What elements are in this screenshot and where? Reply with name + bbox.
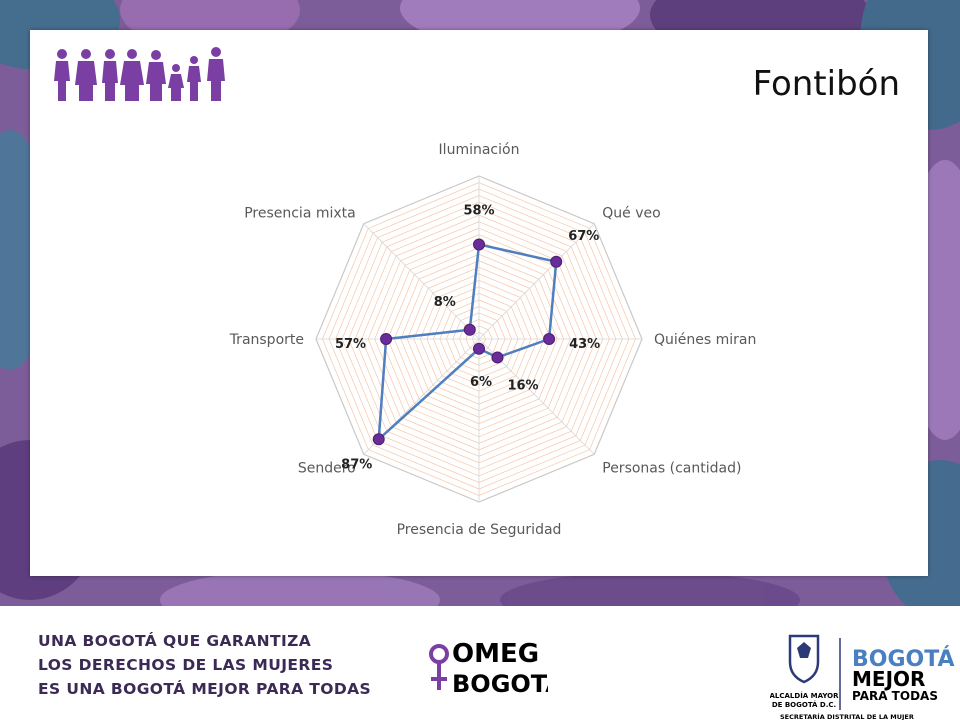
value-label: 8% bbox=[434, 295, 456, 310]
omeg-line-1: OMEG bbox=[452, 639, 539, 669]
alcaldia-line-2: DE BOGOTÁ D.C. bbox=[772, 700, 836, 709]
data-point bbox=[473, 342, 485, 355]
coat-of-arms-icon bbox=[788, 634, 820, 684]
mejor-word: MEJOR bbox=[852, 667, 925, 691]
women-figures-icon bbox=[54, 47, 225, 101]
value-label: 67% bbox=[568, 229, 599, 244]
data-point bbox=[372, 433, 385, 446]
radar-chart: Iluminación Qué veo Quiénes miran Personas … bbox=[229, 142, 757, 538]
value-label: 87% bbox=[341, 457, 372, 472]
axis-label: Personas (cantidad) bbox=[602, 460, 741, 476]
data-point bbox=[473, 238, 485, 251]
web-spoke bbox=[363, 223, 480, 340]
value-label: 57% bbox=[335, 337, 366, 352]
footer: UNA BOGOTÁ QUE GARANTIZA LOS DERECHOS DE… bbox=[0, 606, 960, 721]
omeg-line-2: BOGOTÁ bbox=[452, 669, 548, 696]
value-labels: 58% 67% 43% 16% 6% 87% 57% 8% bbox=[335, 203, 600, 472]
data-point bbox=[463, 323, 476, 336]
value-label: 43% bbox=[569, 337, 600, 352]
web-spoke bbox=[478, 223, 595, 340]
series-markers bbox=[372, 238, 563, 446]
chart-panel: Fontibón Iluminación Qué veo Quiénes miran… bbox=[30, 30, 928, 576]
axis-label: Quiénes miran bbox=[654, 332, 756, 348]
value-label: 16% bbox=[507, 378, 538, 393]
data-point bbox=[491, 351, 504, 364]
slogan-line-3: ES UNA BOGOTÁ MEJOR PARA TODAS bbox=[38, 680, 372, 698]
slogan-line-1: UNA BOGOTÁ QUE GARANTIZA bbox=[38, 632, 312, 650]
secretaria-text: SECRETARÍA DISTRITAL DE LA MUJER bbox=[780, 712, 914, 720]
axis-label: Presencia de Seguridad bbox=[397, 522, 562, 538]
omeg-logo: OMEG BOGOTÁ bbox=[428, 634, 564, 700]
para-todas-word: PARA TODAS bbox=[852, 689, 938, 703]
axis-label: Transporte bbox=[229, 332, 304, 348]
axis-label: Qué veo bbox=[602, 206, 660, 222]
bogota-word: BOGOTÁ bbox=[852, 646, 955, 672]
axis-label: Sendero bbox=[298, 460, 356, 476]
omeg-logo-mark: OMEG BOGOTÁ bbox=[429, 639, 564, 698]
alcaldia-line-1: ALCALDÍA MAYOR bbox=[770, 691, 839, 700]
axis-label: Presencia mixta bbox=[244, 206, 356, 222]
value-label: 6% bbox=[470, 375, 492, 390]
government-logos-mark: ALCALDÍA MAYOR DE BOGOTÁ D.C. BOGOTÁ MEJ… bbox=[769, 634, 955, 721]
data-point bbox=[543, 333, 556, 345]
axis-label: Iluminación bbox=[439, 142, 520, 158]
axis-labels: Iluminación Qué veo Quiénes miran Personas … bbox=[229, 142, 757, 538]
government-logos: ALCALDÍA MAYOR DE BOGOTÁ D.C. BOGOTÁ MEJ… bbox=[769, 630, 960, 721]
data-point bbox=[380, 333, 393, 345]
data-point bbox=[550, 255, 563, 268]
page-title: Fontibón bbox=[752, 64, 900, 104]
slogan-line-2: LOS DERECHOS DE LAS MUJERES bbox=[38, 656, 334, 674]
value-label: 58% bbox=[463, 203, 494, 218]
